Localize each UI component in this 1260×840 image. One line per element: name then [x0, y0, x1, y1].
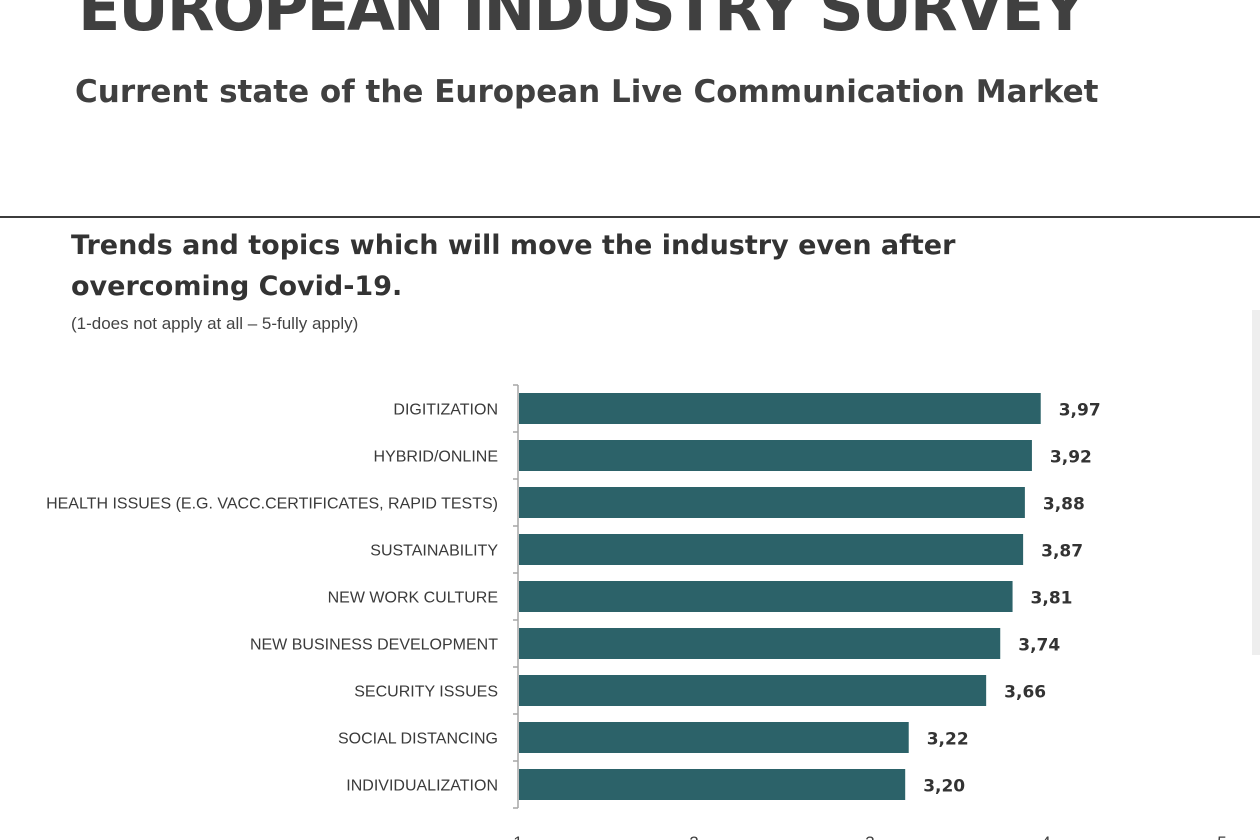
bar-1	[519, 393, 1041, 424]
x-tick-label: 3	[865, 833, 874, 840]
category-label: SOCIAL DISTANCING	[338, 731, 498, 748]
category-label: NEW WORK CULTURE	[328, 590, 498, 607]
value-label: 3,87	[1041, 542, 1083, 562]
category-label: HYBRID/ONLINE	[374, 449, 498, 466]
category-label: HEALTH ISSUES (E.G. VACC.CERTIFICATES, R…	[46, 496, 498, 513]
bar-5	[519, 581, 1013, 612]
category-label: SECURITY ISSUES	[354, 684, 498, 701]
value-label: 3,74	[1018, 636, 1060, 656]
category-label: NEW BUSINESS DEVELOPMENT	[250, 637, 498, 654]
value-label: 3,81	[1031, 589, 1073, 609]
value-label: 3,66	[1004, 683, 1046, 703]
scrollbar-track[interactable]	[1252, 310, 1260, 655]
survey-subtitle: Current state of the European Live Commu…	[75, 74, 1099, 110]
chart-title: Trends and topics which will move the in…	[71, 225, 971, 307]
chart-title-line-2: overcoming Covid-19.	[71, 271, 403, 302]
bar-7	[519, 675, 987, 706]
x-tick-label: 4	[1041, 833, 1050, 840]
chart-scale-note: (1-does not apply at all – 5-fully apply…	[71, 314, 359, 333]
category-label: INDIVIDUALIZATION	[346, 778, 498, 795]
x-tick-label: 5	[1217, 833, 1226, 840]
value-label: 3,88	[1043, 495, 1085, 515]
value-label: 3,92	[1050, 448, 1092, 468]
bar-9	[519, 769, 906, 800]
bar-6	[519, 628, 1001, 659]
x-tick-label: 1	[513, 833, 522, 840]
section-divider	[0, 216, 1260, 218]
bar-8	[519, 722, 909, 753]
category-label: DIGITIZATION	[393, 402, 498, 419]
chart-title-line-1: Trends and topics which will move the in…	[71, 230, 956, 261]
bar-2	[519, 440, 1032, 471]
survey-title: EUROPEAN INDUSTRY SURVEY	[78, 0, 1087, 45]
category-label: SUSTAINABILITY	[370, 543, 498, 560]
bar-3	[519, 487, 1025, 518]
value-label: 3,20	[923, 777, 965, 797]
bar-4	[519, 534, 1024, 565]
value-label: 3,97	[1059, 401, 1101, 421]
x-tick-label: 2	[689, 833, 698, 840]
value-label: 3,22	[927, 730, 969, 750]
